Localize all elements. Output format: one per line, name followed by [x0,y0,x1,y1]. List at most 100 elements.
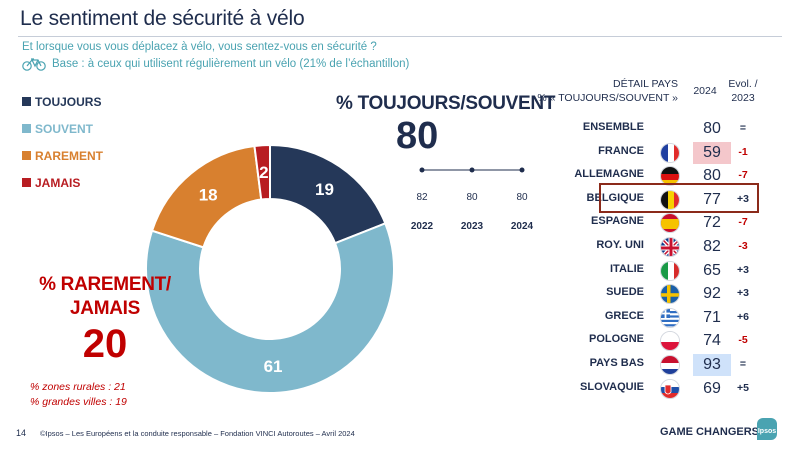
country-value-2024: 65 [703,261,721,279]
legend-label: SOUVENT [35,121,94,136]
trend-value-label: 82 [416,192,428,203]
country-name: ROY. UNI [596,239,644,251]
trend-year-label: 2023 [461,221,484,232]
country-value-2024: 80 [703,120,721,137]
country-value-2024: 93 [693,354,731,376]
greece-flag-icon [660,307,680,328]
belgique-highlight-frame [599,183,759,213]
country-evolution: = [739,122,747,134]
sample-base-text: Base : à ceux qui utilisent régulièremen… [52,58,410,70]
trend-value-label: 80 [516,192,528,203]
trend-point [519,167,525,173]
country-evolution: = [739,358,747,370]
country-evolution: +5 [737,381,749,394]
germany-flag-icon [660,166,680,187]
country-value-2024: 92 [703,285,721,303]
legend-swatch [22,97,31,106]
page-number: 14 [16,428,27,438]
country-evolution: -1 [738,145,748,158]
bicycle-icon [22,58,46,71]
rarement-jamais-value: 20 [82,322,128,366]
country-evolution: +3 [737,287,749,300]
survey-question: Et lorsque vous vous déplacez à vélo, vo… [22,41,377,53]
source-note: ©Ipsos – Les Européens et la conduite re… [40,429,355,438]
country-value-2024: 77 [703,190,721,208]
country-value-2024: 82 [703,238,721,255]
trend-year-label: 2024 [511,221,534,232]
country-evolution: +3 [737,263,749,276]
ipsos-logo: Ipsos [757,418,777,440]
table-header-evol-line1: Evol. / [728,78,758,90]
legend-swatch [22,178,31,187]
country-name: ENSEMBLE [582,121,644,133]
table-header-evol-line2: 2023 [731,92,755,104]
country-name: SLOVAQUIE [580,380,644,393]
table-header-evol: Evol. / 2023 [724,77,762,105]
legend-swatch [22,124,31,133]
country-name: ESPAGNE [591,215,644,228]
country-value-2024: 59 [693,141,731,164]
table-row: GRECE 71 +6 [560,307,760,329]
table-row: ENSEMBLE 80 = [560,118,760,140]
country-evolution: +3 [737,192,749,205]
legend-item-jamais: JAMAIS [22,169,103,196]
table-row: SUEDE 92 +3 [560,283,760,305]
table-row: ROY. UNI 82 -3 [560,236,760,258]
country-evolution: -3 [738,240,748,252]
country-evolution: -7 [738,216,748,229]
donut-slice-jamais [253,143,271,201]
country-name: SUEDE [606,286,644,299]
uk-flag-icon [660,237,680,257]
rarement-jamais-title-line1: % RAREMENT/ [39,274,171,295]
donut-data-label: 2 [259,163,268,182]
legend-label: RAREMENT [35,148,103,163]
trend-value-label: 80 [466,192,478,203]
rarement-jamais-title-line2: JAMAIS [70,298,140,319]
table-row: POLOGNE 74 -5 [560,330,760,352]
table-header-year: 2024 [693,85,717,97]
country-value-2024: 74 [703,332,721,350]
country-name: ALLEMAGNE [574,168,644,181]
rarement-jamais-title: % RAREMENT/ JAMAIS [30,273,180,321]
trend-point [419,167,425,173]
country-value-2024: 71 [703,308,721,326]
country-name: POLOGNE [588,333,644,346]
legend-item-toujours: TOUJOURS [22,88,103,115]
country-name: FRANCE [598,144,644,157]
table-row: FRANCE 59 -1 [560,141,760,164]
country-value-2024: 80 [703,167,721,185]
legend-swatch [22,151,31,160]
country-evolution: -7 [738,169,748,182]
country-name: ITALIE [609,262,644,275]
chart-legend: TOUJOURS SOUVENT RAREMENT JAMAIS [22,88,103,196]
table-header-label: DÉTAIL PAYS % « TOUJOURS/SOUVENT » [530,77,678,105]
netherlands-flag-icon [660,355,680,375]
country-name: PAYS BAS [589,357,644,369]
country-evolution: +6 [737,310,749,323]
legend-label: TOUJOURS [35,94,102,109]
legend-item-rarement: RAREMENT [22,142,103,169]
table-header-line1: DÉTAIL PAYS [613,78,678,90]
donut-data-label: 19 [315,180,334,199]
italy-flag-icon [660,260,680,281]
country-value-2024: 69 [703,379,721,397]
donut-data-label: 61 [264,357,283,376]
tagline: GAME CHANGERS [660,426,760,438]
france-flag-icon [660,142,680,163]
table-row: ITALIE 65 +3 [560,260,760,282]
legend-item-souvent: SOUVENT [22,115,103,142]
table-row: SLOVAQUIE 69 +5 [560,378,760,400]
country-value-2024: 72 [703,214,721,232]
toujours-souvent-value: 80 [396,115,439,157]
table-row: ALLEMAGNE 80 -7 [560,165,760,187]
table-header-line2: % « TOUJOURS/SOUVENT » [537,92,678,104]
slovakia-flag-icon [660,378,680,399]
sweden-flag-icon [660,284,680,305]
spain-flag-icon [660,213,680,234]
trend-point [469,167,475,173]
donut-slice-souvent [145,222,395,394]
belgium-flag-icon [660,189,680,210]
trend-year-label: 2022 [411,221,434,232]
table-row: PAYS BAS 93 = [560,354,760,376]
